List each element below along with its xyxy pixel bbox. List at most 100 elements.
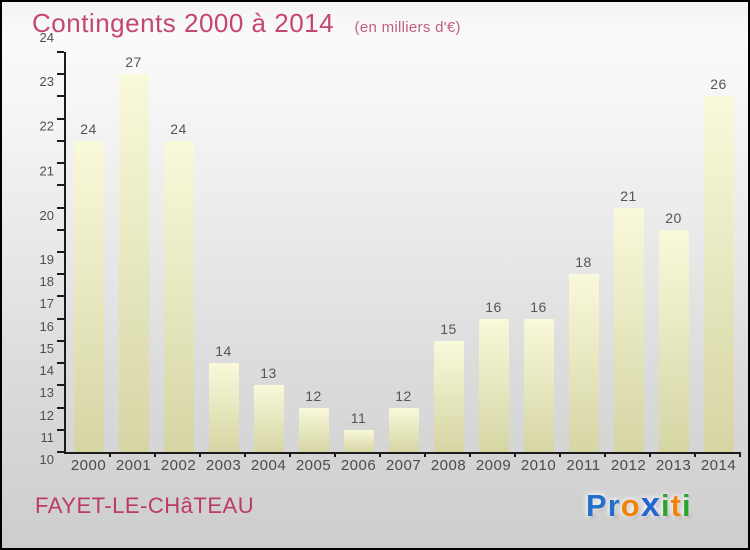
y-axis-tick	[57, 206, 64, 209]
logo-letter-1: r	[607, 488, 621, 523]
bar-value-label-2002: 24	[170, 120, 187, 137]
x-axis-tick	[334, 452, 336, 457]
bar-value-label-2014: 26	[710, 76, 727, 93]
x-axis-label-2013: 2013	[655, 457, 692, 474]
bar-2000	[73, 140, 104, 452]
y-axis-tick	[57, 317, 64, 320]
plot-area: 1011121314151617181920212223242526272824…	[40, 30, 741, 474]
bar-value-label-2005: 12	[305, 387, 322, 404]
bar-slot-2014: 26 2014	[696, 52, 741, 474]
y-axis-tick-label: 24	[39, 29, 54, 45]
y-axis-tick	[57, 73, 64, 76]
x-axis-label-2006: 2006	[340, 457, 377, 474]
bar-value-label-2007: 12	[395, 387, 412, 404]
bar-slot-2002: 24 2002	[156, 52, 201, 474]
logo-letter-6: i	[681, 488, 692, 523]
x-axis-label-2009: 2009	[475, 457, 512, 474]
y-axis-tick	[57, 339, 64, 342]
bar-value-label-2009: 16	[485, 298, 502, 315]
x-axis-tick	[424, 452, 426, 457]
bar-2012	[613, 207, 644, 452]
chart-subtitle: (en milliers d'€)	[354, 19, 461, 36]
x-axis-tick	[379, 452, 381, 457]
bar-slot-2000: 24 2000	[66, 52, 111, 474]
bar-slot-2013: 20 2013	[651, 52, 696, 474]
bar-slot-2010: 16 2010	[516, 52, 561, 474]
x-axis-label-2002: 2002	[160, 457, 197, 474]
y-axis-tick-label: 20	[39, 207, 54, 223]
x-axis-label-2007: 2007	[385, 457, 422, 474]
y-axis-tick	[57, 406, 64, 409]
y-axis-tick	[57, 251, 64, 253]
bar-slot-2001: 27 2001	[111, 52, 156, 474]
header: Contingents 2000 à 2014 (en milliers d'€…	[32, 8, 461, 39]
bar-slot-2005: 12 2005	[291, 52, 336, 474]
x-axis-label-2014: 2014	[700, 457, 737, 474]
y-axis-tick-label: 23	[39, 74, 54, 90]
x-axis-tick	[694, 452, 696, 457]
bar-slot-2012: 21 2012	[606, 52, 651, 474]
chart-title: Contingents 2000 à 2014	[32, 8, 335, 38]
x-axis-label-2004: 2004	[250, 457, 287, 474]
x-axis-tick	[109, 452, 111, 457]
bar-value-label-2012: 21	[620, 187, 637, 204]
x-axis-tick	[244, 452, 246, 457]
bar-value-label-2004: 13	[260, 365, 277, 382]
y-axis-tick-label: 22	[39, 118, 54, 134]
x-axis-label-2005: 2005	[295, 457, 332, 474]
bar-slot-2009: 16 2009	[471, 52, 516, 474]
y-axis-tick	[57, 362, 64, 365]
x-axis-tick	[469, 452, 471, 457]
bar-slot-2011: 18 2011	[561, 52, 606, 474]
x-axis-tick	[739, 452, 741, 457]
x-axis-label-2008: 2008	[430, 457, 467, 474]
place-name: FAYET-LE-CHâTEAU	[35, 493, 255, 518]
x-axis-tick	[559, 452, 561, 457]
x-axis-tick	[604, 452, 606, 457]
bar-2014	[703, 96, 734, 452]
bar-2011	[568, 274, 599, 452]
x-axis-tick	[514, 452, 516, 457]
bar-2001	[118, 74, 149, 452]
y-axis-tick-label: 28	[22, 2, 54, 252]
y-axis-tick	[57, 117, 64, 120]
bar-value-label-2010: 16	[530, 298, 547, 315]
logo-letter-2: o	[620, 488, 641, 523]
bar-2006	[343, 429, 374, 452]
bar-slot-2004: 13 2004	[246, 52, 291, 474]
bar-2002	[163, 140, 194, 452]
bar-2004	[253, 385, 284, 452]
y-axis-tick	[57, 273, 64, 276]
x-axis-tick	[199, 452, 201, 457]
y-axis-tick	[57, 428, 64, 431]
y-axis-tick	[57, 139, 64, 142]
y-axis-tick	[57, 51, 64, 53]
logo-letter-5: t	[670, 488, 682, 523]
bar-value-label-2001: 27	[125, 54, 142, 71]
bar-slot-2007: 12 2007	[381, 52, 426, 474]
y-axis-tick	[57, 162, 64, 165]
x-axis-label-2003: 2003	[205, 457, 242, 474]
y-axis-tick	[57, 95, 64, 98]
logo-letter-0: P	[586, 488, 608, 523]
x-axis-label-2000: 2000	[70, 457, 107, 474]
y-axis-tick-label: 21	[39, 163, 54, 179]
bar-value-label-2011: 18	[575, 254, 592, 271]
bar-value-label-2000: 24	[80, 120, 97, 137]
x-axis-tick	[289, 452, 291, 457]
bar-value-label-2003: 14	[215, 343, 232, 360]
bar-slot-2008: 15 2008	[426, 52, 471, 474]
bar-2010	[523, 318, 554, 452]
x-axis-label-2012: 2012	[610, 457, 647, 474]
bar-2007	[388, 407, 419, 452]
x-axis-label-2001: 2001	[115, 457, 152, 474]
x-axis-label-2010: 2010	[520, 457, 557, 474]
proxiti-logo: Proxiti	[586, 486, 692, 525]
bar-slot-2006: 11 2006	[336, 52, 381, 474]
bar-2005	[298, 407, 329, 452]
y-axis-tick	[57, 184, 64, 187]
bar-2009	[478, 318, 509, 452]
logo-letter-4: i	[661, 488, 671, 523]
logo-letter-3: x	[640, 486, 662, 524]
